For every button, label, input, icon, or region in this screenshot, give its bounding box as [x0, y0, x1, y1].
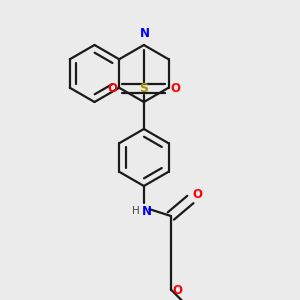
Text: O: O [192, 188, 202, 202]
Text: O: O [108, 82, 118, 95]
Text: H: H [132, 206, 139, 216]
Text: N: N [140, 27, 150, 40]
Text: O: O [170, 82, 180, 95]
Text: O: O [172, 284, 182, 298]
Text: N: N [142, 205, 152, 218]
Text: S: S [140, 82, 148, 95]
